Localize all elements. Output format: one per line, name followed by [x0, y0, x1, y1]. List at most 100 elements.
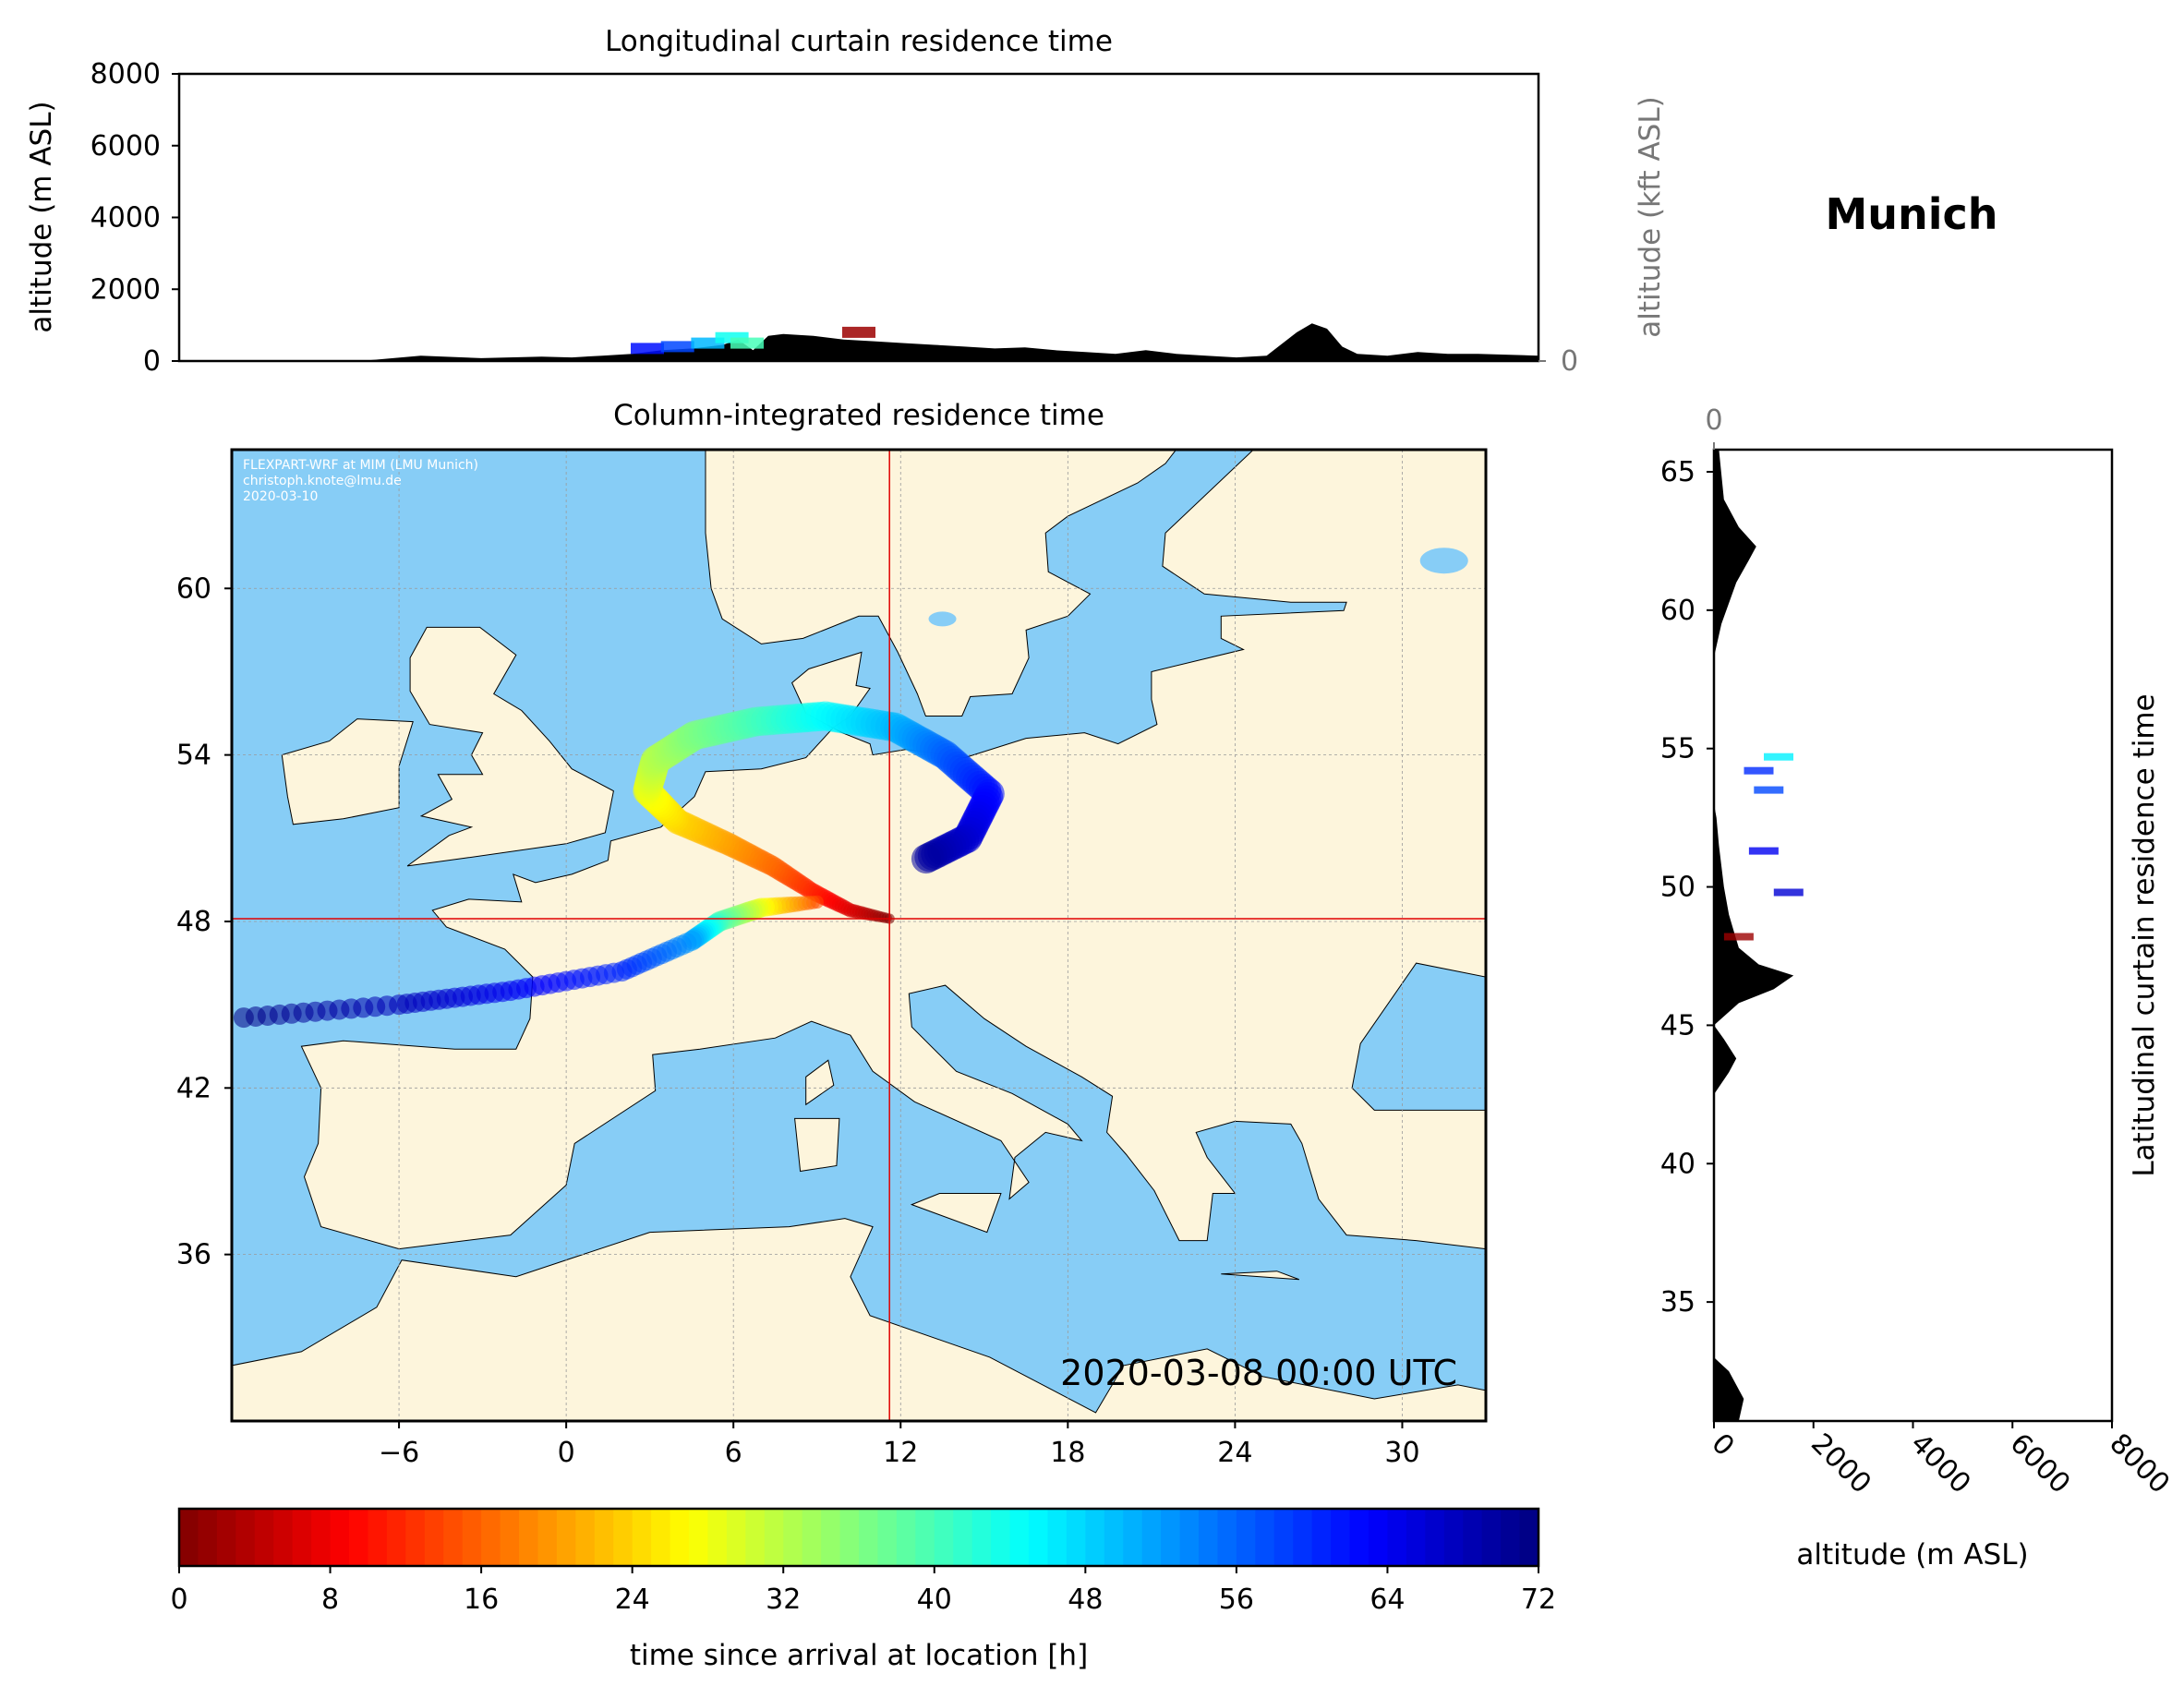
colorbar-swatch — [1066, 1509, 1086, 1566]
colorbar-ticks: 0 8 16 24 32 40 48 56 64 72 — [170, 1566, 1556, 1616]
colorbar-swatch — [1331, 1509, 1351, 1566]
colorbar-tick-label: 32 — [766, 1584, 801, 1616]
colorbar-swatch — [1161, 1509, 1181, 1566]
colorbar-swatch — [764, 1509, 784, 1566]
colorbar-swatch — [368, 1509, 388, 1566]
colorbar-swatch — [1009, 1509, 1030, 1566]
colorbar-swatch — [821, 1509, 841, 1566]
right-grid — [1713, 450, 1715, 1421]
map-panel-title: Column-integrated residence time — [613, 399, 1104, 432]
colorbar-tick-label: 16 — [464, 1584, 499, 1616]
colorbar-swatch — [953, 1509, 973, 1566]
colorbar-swatch — [726, 1509, 746, 1566]
colorbar-swatch — [745, 1509, 766, 1566]
right-panel-title: Latitudinal curtain residence time — [2128, 693, 2161, 1176]
credit-line-2: christoph.knote@lmu.de — [243, 474, 402, 488]
colorbar-swatch — [235, 1509, 256, 1566]
colorbar-swatch — [216, 1509, 236, 1566]
map-x-tick-label: 18 — [1050, 1437, 1085, 1469]
colorbar-swatch — [405, 1509, 426, 1566]
colorbar-swatch — [1029, 1509, 1049, 1566]
colorbar-swatch — [632, 1509, 652, 1566]
right-y-tick-label: 35 — [1660, 1286, 1695, 1319]
right-residence-patches — [1723, 753, 1804, 941]
colorbar-swatch — [1236, 1509, 1256, 1566]
top-y-tick-label: 2000 — [90, 273, 161, 306]
colorbar-swatch — [1406, 1509, 1426, 1566]
colorbar-swatch — [689, 1509, 709, 1566]
credit-line-1: FLEXPART-WRF at MIM (LMU Munich) — [243, 458, 478, 473]
colorbar-swatch — [991, 1509, 1011, 1566]
top-y-ticks: 0 2000 4000 6000 8000 — [90, 58, 179, 378]
right-x-tick-label: 0 — [1705, 1427, 1740, 1463]
colorbar-swatch — [311, 1509, 332, 1566]
colorbar-swatch — [651, 1509, 671, 1566]
residence-plume — [233, 701, 1005, 1029]
colorbar-tick-label: 8 — [321, 1584, 339, 1616]
right-residence-patch — [1773, 888, 1804, 897]
map-y-tick-label: 42 — [176, 1072, 211, 1104]
top-y-tick-label: 8000 — [90, 58, 161, 90]
colorbar-tick-label: 24 — [615, 1584, 650, 1616]
colorbar-swatch — [519, 1509, 539, 1566]
right-residence-patch — [1754, 786, 1784, 794]
colorbar-swatch — [1199, 1509, 1219, 1566]
map-grid — [232, 450, 1486, 1421]
right-y-tick-label: 65 — [1660, 456, 1695, 488]
colorbar-swatch — [1387, 1509, 1407, 1566]
colorbar-swatch — [1085, 1509, 1105, 1566]
colorbar-swatch — [670, 1509, 690, 1566]
land-crete — [1221, 1270, 1299, 1281]
colorbar-swatch — [1179, 1509, 1200, 1566]
colorbar-swatch — [1217, 1509, 1237, 1566]
right-y-tick-label: 50 — [1660, 872, 1695, 904]
right-x-axis-label: altitude (m ASL) — [1796, 1538, 2028, 1572]
map-x-tick-label: 12 — [883, 1437, 918, 1469]
plume-branch-segment — [233, 1007, 254, 1029]
colorbar-swatch — [349, 1509, 369, 1566]
map-x-tick-label: 30 — [1384, 1437, 1419, 1469]
colorbar-swatch — [839, 1509, 860, 1566]
land-north-africa — [232, 1218, 1486, 1421]
plume-segment — [911, 844, 941, 874]
top-y-tick-label: 4000 — [90, 202, 161, 235]
column-integrated-map-panel: Column-integrated residence time FLEXPAR… — [176, 399, 1488, 1469]
top-y-axis-label: altitude (m ASL) — [25, 101, 58, 332]
right-y-tick-label: 40 — [1660, 1148, 1695, 1180]
top-y-tick-label: 0 — [143, 345, 161, 378]
map-x-tick-label: 6 — [725, 1437, 742, 1469]
colorbar-swatch — [877, 1509, 898, 1566]
right-y-tick-label: 45 — [1660, 1009, 1695, 1042]
colorbar-swatch — [802, 1509, 822, 1566]
longitudinal-panel-title: Longitudinal curtain residence time — [605, 25, 1113, 58]
colorbar-swatch — [273, 1509, 294, 1566]
colorbar-tick-label: 40 — [917, 1584, 952, 1616]
right-x-tick-label: 4000 — [1904, 1427, 1977, 1500]
colorbar-swatch — [330, 1509, 350, 1566]
right-x-ticks: 0 2000 4000 6000 8000 — [1705, 1421, 2176, 1500]
figure-title: Munich — [1825, 189, 1997, 239]
land-sardinia — [794, 1117, 840, 1173]
top-residence-patch — [842, 326, 875, 338]
right-secondary-x-ticks: 050100 — [1705, 404, 1723, 450]
colorbar-swatch — [1463, 1509, 1483, 1566]
top-residence-patches — [631, 326, 875, 355]
map-y-tick-label: 60 — [176, 572, 211, 605]
colorbar-swatch — [783, 1509, 803, 1566]
colorbar-swatch — [1047, 1509, 1068, 1566]
colorbar-tick-label: 72 — [1521, 1584, 1556, 1616]
right-residence-patch — [1744, 766, 1774, 775]
colorbar-swatch — [500, 1509, 520, 1566]
land-great-britain — [406, 626, 614, 867]
colorbar-swatch — [575, 1509, 596, 1566]
land-ireland — [281, 718, 414, 825]
colorbar-swatch — [594, 1509, 614, 1566]
colorbar-frame — [177, 1507, 1540, 1568]
top-axes-frame — [177, 72, 1540, 363]
colorbar-swatch — [1123, 1509, 1143, 1566]
colorbar-swatch — [1104, 1509, 1124, 1566]
right-x-tick-label: 8000 — [2103, 1427, 2176, 1500]
colorbar-swatch — [424, 1509, 444, 1566]
colorbar-label: time since arrival at location [h] — [630, 1639, 1088, 1672]
